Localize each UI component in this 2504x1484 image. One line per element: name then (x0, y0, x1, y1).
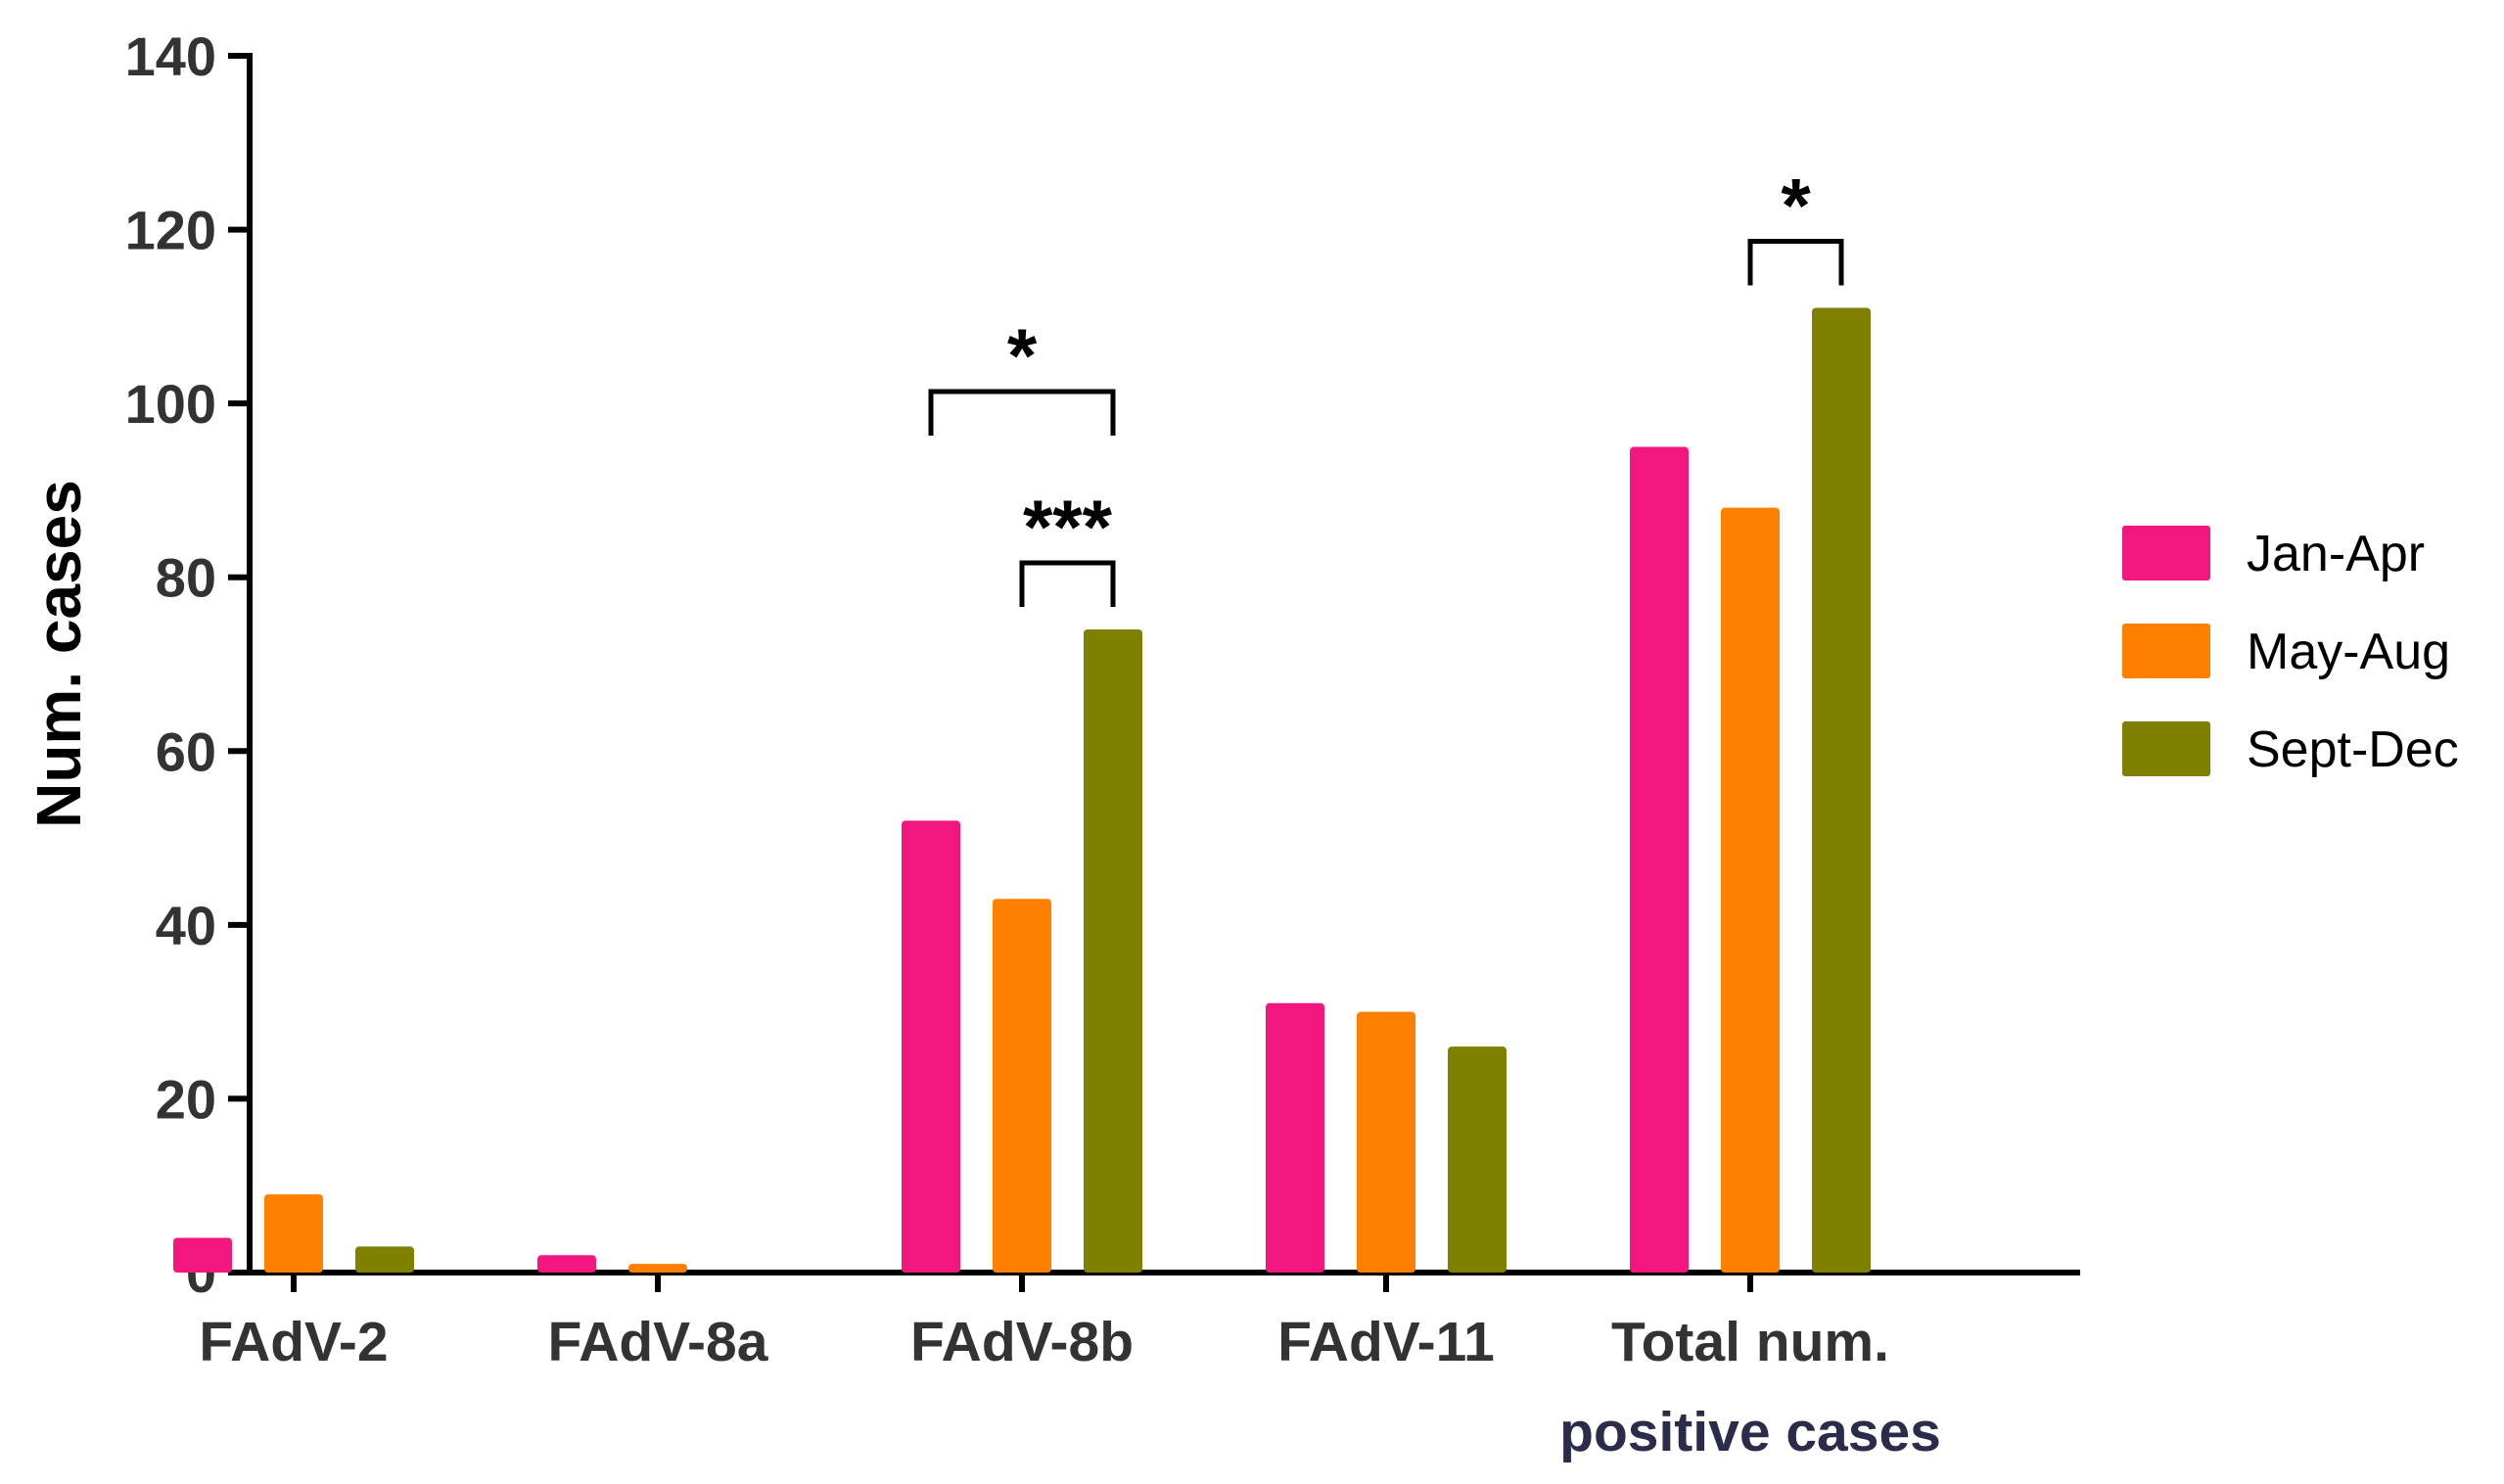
y-tick-label: 100 (125, 373, 216, 435)
bar-sept-dec (355, 1246, 414, 1273)
y-tick-label: 60 (156, 720, 216, 782)
legend: Jan-Apr May-Aug Sept-Dec (2122, 526, 2459, 778)
significance-bracket (1019, 560, 1116, 607)
x-tick-label: FAdV-2 (199, 1311, 388, 1373)
x-tick-label: FAdV-8a (548, 1311, 769, 1373)
x-tick-label: FAdV-8b (910, 1311, 1134, 1373)
bars (173, 307, 1871, 1273)
bar-may-aug (1357, 1011, 1415, 1273)
x-tick-label: Total num. (1611, 1311, 1889, 1373)
legend-label: Jan-Apr (2247, 526, 2425, 582)
bar-sept-dec (1448, 1046, 1507, 1273)
legend-label: Sept-Dec (2247, 721, 2459, 778)
legend-label: May-Aug (2247, 624, 2450, 680)
bar-may-aug (628, 1264, 687, 1273)
significance-brackets: ***** (928, 162, 1844, 607)
bar-sept-dec (1084, 628, 1142, 1273)
significance-label: * (1781, 162, 1811, 248)
y-tick-label: 120 (125, 200, 216, 261)
bar-jan-apr (902, 820, 960, 1273)
significance-label: *** (1023, 484, 1113, 570)
bar-may-aug (264, 1194, 323, 1273)
x-tick-label: positive cases (1559, 1401, 1941, 1463)
y-tick-label: 20 (156, 1068, 216, 1130)
y-tick-label: 140 (125, 25, 216, 87)
y-axis-title: Num. cases (23, 480, 94, 828)
bar-may-aug (993, 899, 1051, 1273)
bar-jan-apr (173, 1237, 232, 1273)
legend-swatch-jan-apr (2122, 526, 2210, 580)
significance-bracket (928, 389, 1116, 436)
y-tick-label: 80 (156, 547, 216, 609)
significance-bracket (1747, 238, 1844, 286)
bar-jan-apr (1630, 446, 1689, 1273)
bar-jan-apr (1266, 1002, 1324, 1273)
bar-jan-apr (537, 1255, 596, 1273)
x-tick-label: FAdV-11 (1277, 1311, 1495, 1373)
bar-may-aug (1721, 507, 1780, 1273)
legend-swatch-sept-dec (2122, 721, 2210, 776)
y-tick-label: 40 (156, 895, 216, 956)
significance-label: * (1007, 312, 1038, 398)
legend-swatch-may-aug (2122, 624, 2210, 678)
bar-sept-dec (1812, 307, 1871, 1273)
x-axis: FAdV-2 FAdV-8a FAdV-8b FAdV-11 Total num. pos… (199, 1270, 2080, 1463)
